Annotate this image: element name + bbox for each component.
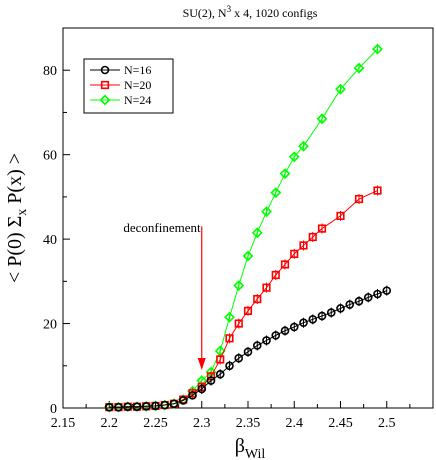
legend-marker-n-16 (100, 65, 110, 75)
data-point (243, 347, 253, 357)
y-tick-label: 40 (43, 233, 57, 248)
data-point (373, 289, 382, 299)
legend-label-n-20: N=20 (124, 78, 151, 92)
chart-title: SU(2), N3 x 4, 1020 configs (183, 4, 318, 20)
data-point (316, 113, 328, 125)
y-tick-label: 60 (43, 149, 57, 164)
data-point (141, 402, 151, 411)
legend-marker-n-20 (100, 80, 110, 90)
data-point (253, 294, 262, 304)
data-point (233, 280, 245, 291)
data-point (288, 151, 300, 163)
data-point (299, 241, 308, 250)
data-point (188, 391, 197, 400)
legend-marker-n-24 (99, 94, 111, 106)
data-point (197, 384, 207, 394)
x-tick-label: 2.2 (101, 416, 119, 431)
legend-label-n-24: N=24 (124, 93, 151, 107)
data-point (363, 293, 373, 302)
legend-box (83, 58, 174, 114)
data-point (326, 308, 336, 317)
data-point (132, 402, 142, 412)
y-tick-label: 80 (43, 64, 57, 79)
x-tick-label: 2.3 (193, 416, 211, 431)
x-tick-label: 2.15 (51, 416, 76, 431)
data-point (151, 401, 160, 411)
data-point (262, 336, 271, 345)
data-point (234, 319, 243, 328)
legend-label-n-16: N=16 (124, 63, 151, 77)
data-point (270, 187, 282, 199)
data-point (317, 311, 327, 321)
legend: N=16N=20N=24 (83, 58, 174, 114)
data-point (225, 334, 234, 343)
data-point (353, 62, 365, 74)
data-point (299, 318, 308, 328)
deconfinement-annotation: deconfinement (123, 220, 206, 370)
data-point (160, 400, 170, 410)
data-point (216, 355, 225, 364)
data-point (336, 211, 345, 220)
data-point (206, 376, 216, 385)
y-tick-label: 0 (50, 402, 57, 417)
data-point (280, 260, 290, 269)
data-point (271, 331, 281, 340)
data-point (123, 402, 133, 412)
data-point (169, 399, 179, 409)
x-tick-label: 2.5 (378, 416, 396, 431)
data-point (104, 402, 114, 412)
data-point (354, 296, 364, 306)
data-point (336, 304, 345, 313)
data-point (234, 353, 244, 363)
data-point (178, 396, 188, 405)
data-point (373, 186, 382, 195)
series-layer (103, 43, 392, 413)
annotation-text: deconfinement (123, 220, 201, 235)
x-axis-label: βWil (235, 435, 266, 460)
series-n-16 (104, 285, 392, 412)
axes: 2.15 2.2 2.25 2.3 2.35 2.4 2.45 2.5 0 20 40 60 80 (43, 64, 411, 431)
data-point (225, 361, 234, 371)
x-tick-label: 2.4 (286, 416, 304, 431)
data-point (317, 224, 327, 233)
data-point (280, 326, 290, 336)
data-point (261, 206, 272, 218)
data-point (251, 227, 263, 239)
x-tick-label: 2.35 (236, 416, 261, 431)
data-point (354, 194, 364, 204)
data-point (382, 286, 392, 295)
data-point (308, 315, 318, 324)
data-point (262, 283, 271, 292)
data-point (243, 306, 253, 315)
y-axis-label: < P(0) Σx P(x) > (4, 153, 30, 283)
data-point (279, 168, 291, 180)
annotation-arrow-head (197, 358, 206, 370)
x-tick-label: 2.25 (143, 416, 168, 431)
data-point (298, 140, 309, 152)
y-tick-label: 20 (43, 318, 57, 333)
data-point (224, 311, 235, 323)
data-point (114, 402, 123, 412)
x-tick-label: 2.45 (328, 416, 353, 431)
data-point (308, 232, 317, 242)
data-point (289, 322, 299, 332)
data-point (271, 270, 280, 280)
data-point (345, 300, 355, 309)
data-point (372, 43, 383, 55)
data-point (290, 249, 299, 258)
data-point (335, 83, 346, 95)
data-point (252, 341, 262, 350)
data-point (242, 250, 254, 262)
data-point (215, 369, 225, 379)
